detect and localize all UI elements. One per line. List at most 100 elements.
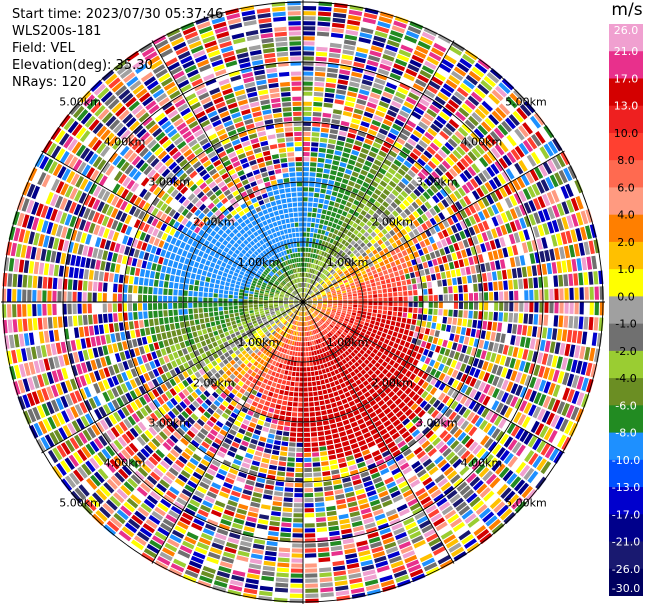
range-gate	[334, 575, 347, 582]
range-gate	[308, 346, 311, 351]
range-gate	[381, 236, 388, 243]
range-gate	[516, 176, 526, 189]
range-gate	[376, 267, 382, 273]
range-gate	[325, 271, 329, 276]
range-gate	[369, 352, 376, 358]
range-gate	[344, 424, 352, 430]
range-gate	[324, 241, 329, 247]
range-gate	[378, 128, 388, 136]
range-gate	[397, 264, 403, 271]
range-gate	[461, 123, 472, 134]
range-gate	[344, 235, 350, 241]
range-gate	[334, 325, 339, 330]
range-gate	[294, 351, 298, 357]
range-gate	[322, 275, 326, 280]
range-gate	[417, 40, 431, 50]
range-gate	[449, 425, 459, 435]
range-gate	[332, 308, 337, 311]
range-gate	[334, 316, 339, 320]
range-gate	[325, 215, 330, 221]
range-gate	[566, 373, 575, 387]
range-gate	[442, 339, 448, 348]
range-gate	[246, 573, 260, 580]
range-gate	[363, 298, 368, 302]
range-gate	[547, 368, 555, 381]
range-gate	[261, 457, 270, 464]
range-gate	[283, 426, 290, 432]
range-gate	[424, 164, 433, 173]
range-gate	[328, 300, 333, 302]
range-gate	[397, 365, 404, 372]
range-gate	[325, 158, 332, 164]
range-gate	[394, 398, 402, 406]
range-gate	[325, 82, 336, 88]
range-gate	[518, 142, 529, 155]
range-gate	[325, 495, 335, 502]
range-gate	[561, 357, 568, 370]
range-gate	[427, 245, 434, 253]
range-gate	[426, 56, 439, 66]
range-gate	[451, 342, 458, 351]
range-gate	[357, 93, 368, 101]
range-gate	[325, 500, 336, 507]
range-gate	[455, 392, 464, 402]
range-gate	[512, 324, 518, 334]
range-gate	[451, 179, 461, 189]
range-gate	[316, 41, 329, 47]
range-gate	[480, 79, 493, 92]
range-gate	[303, 397, 309, 402]
range-gate	[350, 285, 356, 289]
range-gate	[426, 108, 437, 118]
range-gate	[350, 443, 359, 450]
range-gate	[307, 303, 312, 306]
range-gate	[322, 316, 327, 321]
range-gate	[367, 327, 373, 332]
range-gate	[310, 157, 317, 162]
range-gate	[368, 185, 376, 192]
range-gate	[380, 213, 387, 220]
range-gate	[353, 299, 358, 302]
range-gate	[558, 169, 568, 184]
range-gate	[313, 91, 324, 97]
range-gate	[397, 345, 404, 351]
range-gate	[331, 311, 336, 314]
range-gate	[335, 253, 340, 259]
range-gate	[322, 389, 328, 395]
range-gate	[328, 249, 333, 254]
range-gate	[506, 269, 513, 279]
range-gate	[353, 304, 358, 308]
range-gate	[303, 342, 306, 347]
range-gate	[514, 256, 521, 267]
range-gate	[551, 189, 560, 203]
range-gate	[358, 295, 363, 299]
range-gate	[445, 270, 451, 278]
range-gate	[483, 340, 490, 350]
range-gate	[315, 239, 320, 244]
range-gate	[278, 420, 285, 426]
range-gate	[552, 369, 560, 383]
range-gate	[546, 235, 553, 248]
range-gate	[396, 317, 402, 322]
range-gate	[416, 207, 424, 216]
range-gate	[400, 236, 407, 244]
range-gate	[398, 291, 403, 297]
range-gate	[300, 327, 302, 332]
range-gate	[526, 118, 537, 132]
range-gate	[374, 78, 386, 86]
range-gate	[407, 138, 417, 147]
range-gate	[284, 487, 294, 492]
range-gate	[439, 188, 448, 198]
range-gate	[501, 78, 515, 91]
range-gate	[365, 280, 370, 285]
range-gate	[307, 298, 312, 301]
range-gate	[396, 114, 407, 123]
range-gate	[268, 531, 279, 537]
range-gate	[306, 367, 311, 372]
range-gate	[353, 166, 361, 173]
range-gate	[518, 160, 528, 172]
range-gate	[416, 234, 423, 242]
range-gate	[304, 488, 313, 493]
range-gate	[357, 292, 362, 296]
range-gate	[487, 457, 498, 469]
range-gate	[303, 187, 309, 192]
